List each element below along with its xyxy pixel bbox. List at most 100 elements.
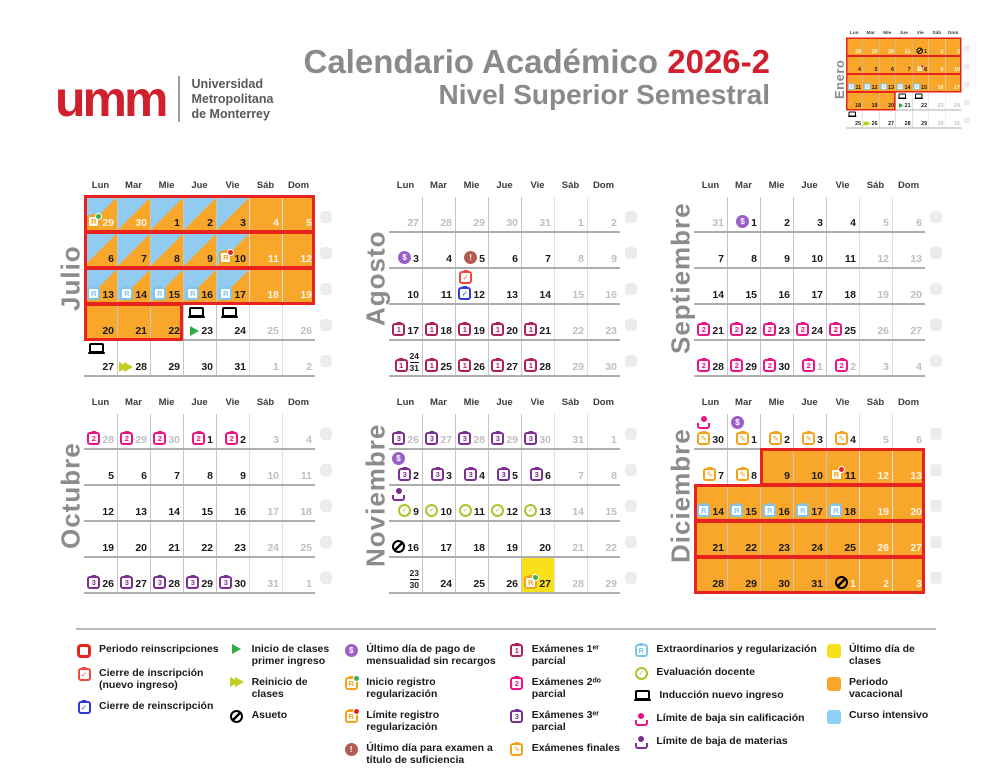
cierre-inscripcion-icon: ✓	[459, 271, 472, 284]
day-number: 16	[234, 505, 246, 518]
day-number: 16	[778, 288, 790, 301]
day-cell: 2	[282, 341, 315, 375]
inicio-registro-regularizacion-icon: R	[87, 213, 103, 228]
week-row: ✎ 7 ✎ 8 9 10 R 11 12 13	[694, 448, 942, 486]
day-number: 22	[745, 324, 757, 337]
week-row: 18 19 20 21 22 23 24	[846, 91, 970, 111]
weekday-header: Dom	[287, 397, 310, 408]
day-number: 14	[539, 288, 551, 301]
day-cell: 20	[117, 522, 150, 556]
day-number: 12	[506, 505, 518, 518]
day-cell: 2	[928, 38, 945, 56]
day-cell: 1 26	[455, 341, 488, 375]
day-number: 29	[745, 360, 757, 373]
day-number: 11	[300, 469, 312, 482]
day-cell: 3 29	[183, 558, 216, 592]
day-number: 22	[168, 324, 180, 337]
day-cell: 28	[846, 38, 863, 56]
examenes-2do-parcial-icon: 2	[87, 432, 101, 445]
legend-icon	[826, 709, 842, 725]
day-cell: 9	[928, 56, 945, 74]
day-cell: 28	[554, 558, 587, 592]
day-cell: 18	[455, 522, 488, 556]
week-row: R 29 30 1 2 3 4 5	[84, 195, 332, 233]
day-cell: ✎ 2	[760, 414, 793, 448]
month-diciembre: Diciembre Lun Mar Mie Jue Vie Sáb Dom ✎ 30 $ ✎ 1 ✎ 2 ✎ 3…	[666, 397, 942, 594]
day-cell: 4	[826, 197, 859, 231]
weekday-header: Mar	[125, 397, 142, 408]
week-row: 19 20 21 22 23 24 25	[84, 522, 332, 558]
day-cell: 5	[282, 197, 315, 231]
day-cell: ✓ 11	[455, 486, 488, 520]
examenes-3er-parcial-icon: 3	[458, 432, 472, 445]
examenes-finales-icon: ✎	[835, 432, 849, 445]
legend-column: Periodo reinscripciones ✓ Cierre de inscri…	[76, 643, 226, 776]
day-number: 13	[888, 84, 894, 91]
day-number: 17	[267, 505, 279, 518]
day-cell: 30	[488, 197, 521, 231]
day-cell: 7	[150, 450, 183, 484]
evaluacion-docente-icon: ✓	[491, 504, 505, 517]
examenes-2do-parcial-icon: 2	[730, 323, 744, 336]
day-cell: 2 25	[826, 305, 859, 339]
day-cell: 20	[84, 305, 117, 339]
day-cell: 25	[455, 558, 488, 592]
day-number: 28	[855, 48, 861, 55]
day-cell: 1 21	[521, 305, 554, 339]
logo-line: Metropolitana	[191, 91, 274, 106]
legend-icon	[633, 689, 652, 703]
day-cell: 26	[859, 522, 892, 556]
day-cell: 20	[892, 269, 925, 303]
evaluacion-docente-icon: ✓	[524, 504, 538, 517]
day-cell: $1	[727, 197, 760, 231]
day-number: 2	[240, 433, 246, 446]
day-cell: 11	[422, 269, 455, 303]
legend-label: Límite de baja de materias	[656, 735, 788, 747]
day-number: 23	[778, 324, 790, 337]
day-number: 27	[910, 541, 922, 554]
note-box	[964, 63, 970, 70]
day-cell: 9	[216, 450, 249, 484]
day-cell: 24	[945, 92, 962, 110]
day-number: 30	[135, 216, 147, 229]
day-number: 29	[201, 577, 213, 590]
week-row: 1 24 31 1 25 1 26 1 27 1 28 29 30	[389, 341, 637, 377]
weekday-header: Sáb	[256, 397, 275, 408]
day-number: 10	[954, 66, 960, 73]
week-row: 27 28 29 30 31 1 2	[84, 341, 332, 377]
day-number: 11	[267, 252, 279, 265]
week-row: $3 2 3 3 3 4 3 5 3 6 7 8	[389, 450, 637, 486]
day-cell: 3	[892, 558, 925, 592]
legend-item: Límite de baja de materias	[633, 735, 823, 749]
day-number: 26	[407, 433, 419, 446]
month-septiembre: Septiembre Lun Mar Mie Jue Vie Sáb Dom 31 $1 2 3 4 5 6…	[666, 180, 942, 377]
day-cell: 3 30	[521, 414, 554, 448]
day-number: 3	[883, 360, 889, 373]
induccion-nuevo-ingreso-icon	[898, 93, 907, 99]
day-number: 31	[712, 216, 724, 229]
day-number: 4	[858, 66, 861, 73]
week-row: R 13 R 14 R 15 R 16 R 17 18 19	[84, 267, 332, 305]
evaluacion-docente-icon: ✓	[425, 504, 439, 517]
day-number: 27	[506, 360, 518, 373]
week-row: 3 26 3 27 3 28 3 29 3 30 31 1	[389, 414, 637, 450]
legend-item: 3 Exámenes 3ᵉʳ parcial	[509, 709, 631, 733]
day-number: 24	[811, 324, 823, 337]
examenes-2do-parcial-icon: 2	[510, 677, 524, 691]
examenes-2do-parcial-icon: 2	[796, 323, 810, 336]
weekday-header: Jue	[801, 180, 818, 191]
day-cell: ✓ 13	[521, 486, 554, 520]
day-number: 21	[572, 541, 584, 554]
week-row: 6 7 8 9 R 10 11 12	[84, 231, 332, 269]
day-number: 4	[479, 469, 485, 482]
day-cell: R 13	[84, 269, 117, 303]
examenes-1er-parcial-icon: 1	[425, 359, 439, 372]
legend-label: Exámenes 2ᵈᵒ parcial	[531, 676, 601, 701]
day-cell: 8	[554, 233, 587, 267]
umm-logo-mark: umm	[55, 71, 168, 127]
legend-icon: !	[343, 742, 359, 757]
day-number: 4	[273, 216, 279, 229]
day-number: 15	[572, 288, 584, 301]
day-cell: 24	[249, 522, 282, 556]
examenes-3er-parcial-icon: 3	[491, 432, 505, 445]
